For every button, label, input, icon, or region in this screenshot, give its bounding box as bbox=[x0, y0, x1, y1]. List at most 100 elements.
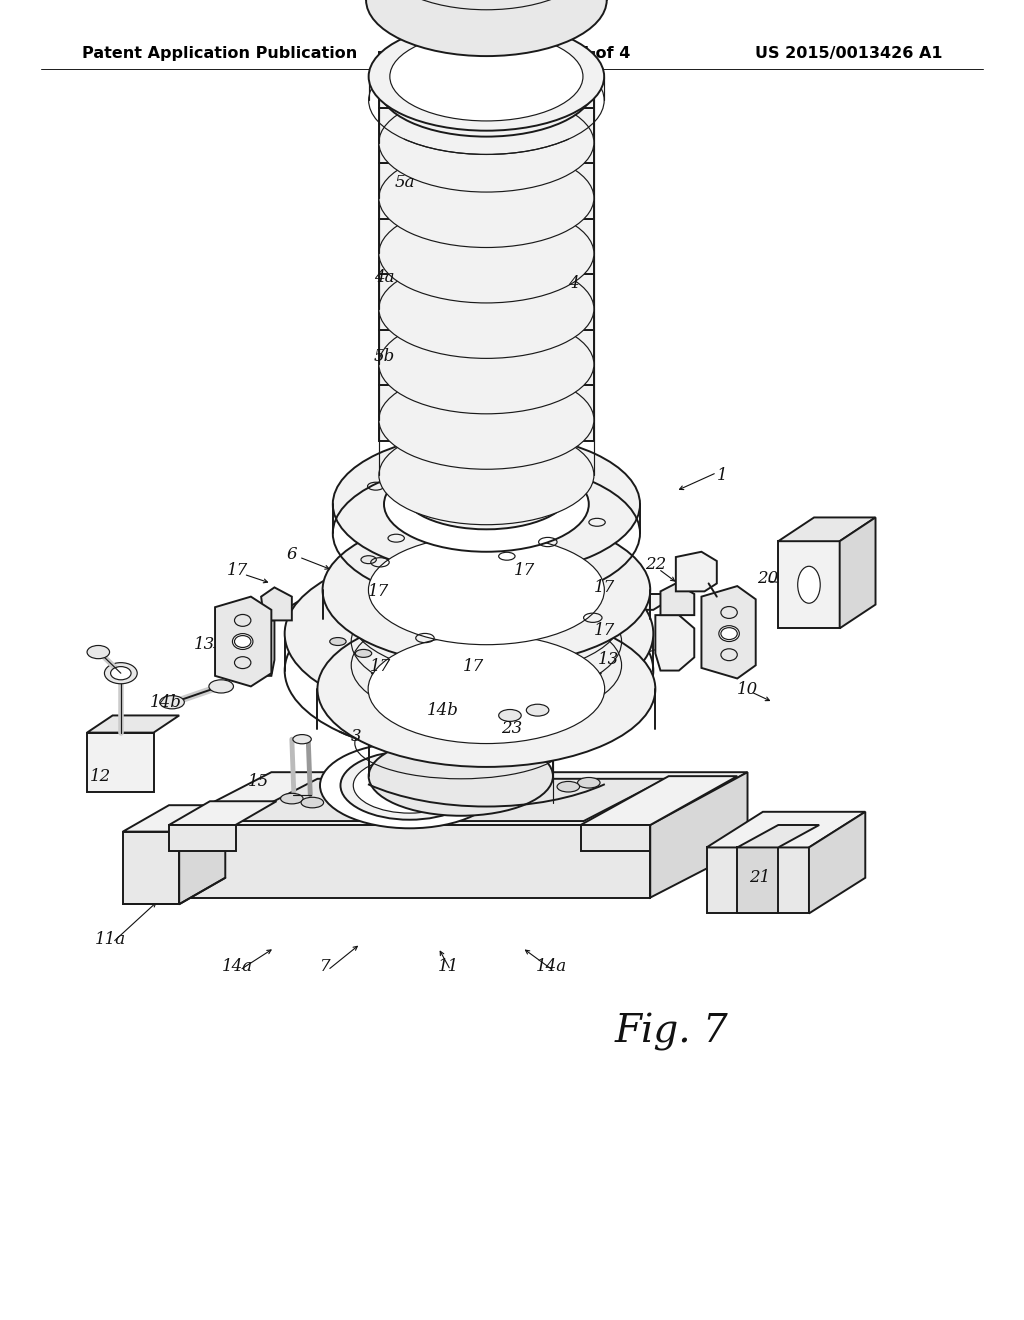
Text: 11: 11 bbox=[438, 958, 459, 974]
Ellipse shape bbox=[551, 556, 565, 564]
Polygon shape bbox=[87, 715, 179, 733]
Ellipse shape bbox=[504, 590, 519, 598]
Text: Fig. 7: Fig. 7 bbox=[614, 1014, 728, 1051]
Ellipse shape bbox=[366, 0, 606, 55]
Polygon shape bbox=[778, 517, 876, 541]
Text: 14b: 14b bbox=[426, 702, 459, 718]
Polygon shape bbox=[261, 587, 292, 620]
Ellipse shape bbox=[104, 663, 137, 684]
Polygon shape bbox=[238, 620, 274, 676]
Text: 1: 1 bbox=[717, 467, 727, 483]
Ellipse shape bbox=[111, 667, 131, 680]
Text: 4a: 4a bbox=[374, 269, 394, 285]
Ellipse shape bbox=[87, 645, 110, 659]
Ellipse shape bbox=[376, 616, 392, 624]
Ellipse shape bbox=[560, 649, 577, 657]
Text: 13: 13 bbox=[598, 652, 618, 668]
Ellipse shape bbox=[379, 315, 594, 414]
Ellipse shape bbox=[370, 586, 569, 681]
Ellipse shape bbox=[232, 634, 253, 649]
Ellipse shape bbox=[281, 793, 303, 804]
Ellipse shape bbox=[160, 696, 184, 709]
Polygon shape bbox=[379, 108, 594, 164]
Text: 11a: 11a bbox=[95, 932, 126, 948]
Polygon shape bbox=[169, 772, 748, 825]
Text: 20: 20 bbox=[758, 570, 778, 586]
Ellipse shape bbox=[526, 704, 549, 715]
Ellipse shape bbox=[394, 622, 527, 680]
Text: 14a: 14a bbox=[222, 958, 253, 974]
Polygon shape bbox=[840, 517, 876, 628]
Text: 15: 15 bbox=[248, 774, 268, 789]
Text: 13: 13 bbox=[195, 636, 215, 652]
Ellipse shape bbox=[360, 606, 377, 614]
Polygon shape bbox=[809, 812, 865, 913]
Polygon shape bbox=[707, 812, 865, 847]
Polygon shape bbox=[123, 805, 225, 832]
Text: 10: 10 bbox=[737, 681, 758, 697]
Ellipse shape bbox=[285, 548, 653, 719]
Ellipse shape bbox=[369, 536, 604, 644]
Polygon shape bbox=[660, 583, 694, 615]
Text: 6: 6 bbox=[287, 546, 297, 562]
Text: 4: 4 bbox=[568, 276, 579, 292]
Text: 21: 21 bbox=[750, 870, 770, 886]
Ellipse shape bbox=[390, 32, 583, 121]
Text: 23: 23 bbox=[502, 721, 522, 737]
Ellipse shape bbox=[319, 742, 500, 829]
Polygon shape bbox=[650, 772, 748, 898]
Ellipse shape bbox=[360, 556, 377, 564]
Polygon shape bbox=[707, 847, 809, 913]
Ellipse shape bbox=[379, 148, 594, 247]
Text: Jan. 15, 2015  Sheet 4 of 4: Jan. 15, 2015 Sheet 4 of 4 bbox=[392, 46, 632, 61]
Polygon shape bbox=[169, 801, 276, 825]
Text: 5b: 5b bbox=[374, 348, 394, 364]
Ellipse shape bbox=[301, 797, 324, 808]
Ellipse shape bbox=[523, 726, 542, 734]
Ellipse shape bbox=[369, 611, 553, 690]
Ellipse shape bbox=[384, 457, 589, 552]
Ellipse shape bbox=[402, 49, 570, 125]
Polygon shape bbox=[179, 805, 225, 904]
Ellipse shape bbox=[423, 462, 550, 520]
Polygon shape bbox=[379, 219, 594, 275]
Ellipse shape bbox=[379, 260, 594, 359]
Ellipse shape bbox=[408, 540, 423, 548]
Text: 7: 7 bbox=[321, 958, 331, 974]
Text: 17: 17 bbox=[369, 583, 389, 599]
Text: 17: 17 bbox=[463, 659, 483, 675]
Text: 22: 22 bbox=[645, 557, 666, 573]
Polygon shape bbox=[379, 275, 594, 330]
Ellipse shape bbox=[551, 606, 565, 614]
Text: 17: 17 bbox=[594, 579, 614, 595]
Ellipse shape bbox=[379, 92, 594, 191]
Ellipse shape bbox=[293, 734, 311, 744]
Ellipse shape bbox=[369, 737, 553, 816]
Polygon shape bbox=[236, 779, 666, 821]
Polygon shape bbox=[737, 847, 778, 913]
Text: US 2015/0013426 A1: US 2015/0013426 A1 bbox=[755, 46, 942, 61]
Polygon shape bbox=[379, 164, 594, 219]
Ellipse shape bbox=[333, 433, 640, 576]
Polygon shape bbox=[676, 552, 717, 591]
Text: Patent Application Publication: Patent Application Publication bbox=[82, 46, 357, 61]
Text: 12: 12 bbox=[90, 768, 111, 784]
Ellipse shape bbox=[379, 425, 594, 524]
Ellipse shape bbox=[209, 680, 233, 693]
Polygon shape bbox=[655, 615, 694, 671]
Ellipse shape bbox=[504, 540, 519, 548]
Ellipse shape bbox=[330, 638, 346, 645]
Text: 14a: 14a bbox=[536, 958, 566, 974]
Polygon shape bbox=[123, 832, 179, 904]
Ellipse shape bbox=[401, 453, 571, 529]
Text: 17: 17 bbox=[371, 659, 391, 675]
Ellipse shape bbox=[369, 635, 604, 743]
Ellipse shape bbox=[408, 605, 422, 610]
Ellipse shape bbox=[379, 203, 594, 302]
Polygon shape bbox=[285, 594, 679, 610]
Polygon shape bbox=[701, 586, 756, 678]
Text: 14b: 14b bbox=[150, 694, 182, 710]
Polygon shape bbox=[737, 825, 819, 847]
Ellipse shape bbox=[408, 590, 423, 598]
Polygon shape bbox=[581, 825, 650, 851]
